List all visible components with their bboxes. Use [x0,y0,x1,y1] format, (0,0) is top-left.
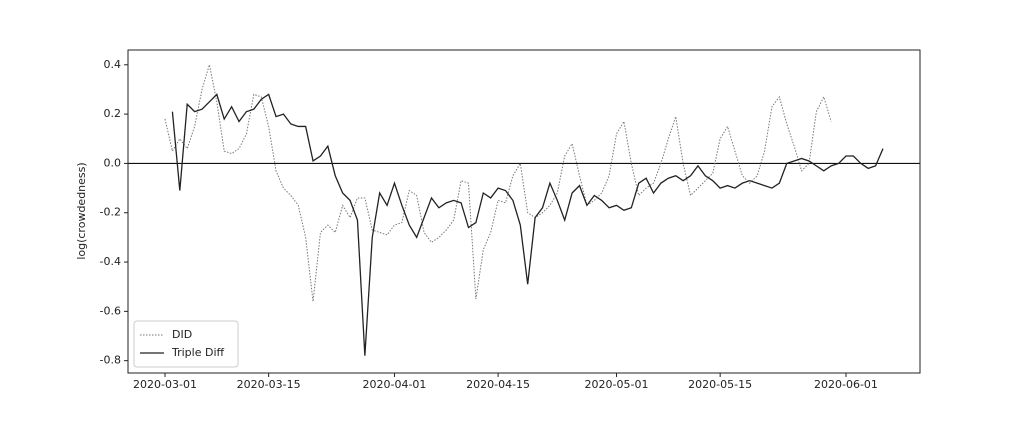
y-tick-label: 0.2 [104,107,122,120]
data-line [164,64,832,302]
x-tick-label: 2020-03-01 [133,378,197,391]
x-tick-label: 2020-05-01 [585,378,649,391]
legend-label: Triple Diff [171,346,225,359]
data-line [171,93,884,356]
legend-box [133,320,239,368]
y-tick-label: 0.0 [104,156,122,169]
x-tick-label: 2020-05-15 [688,378,752,391]
x-tick-label: 2020-03-15 [237,378,301,391]
y-tick-label: -0.4 [100,255,121,268]
y-tick-label: 0.4 [104,58,122,71]
x-tick-label: 2020-04-15 [466,378,530,391]
y-tick-label: -0.6 [100,304,121,317]
legend-label: DID [172,328,192,341]
x-tick-label: 2020-06-01 [814,378,878,391]
y-tick-label: -0.2 [100,206,121,219]
x-tick-label: 2020-04-01 [362,378,426,391]
y-tick-label: -0.8 [100,354,121,367]
y-axis-label: log(crowdedness) [75,162,88,259]
plot-frame [127,49,921,374]
